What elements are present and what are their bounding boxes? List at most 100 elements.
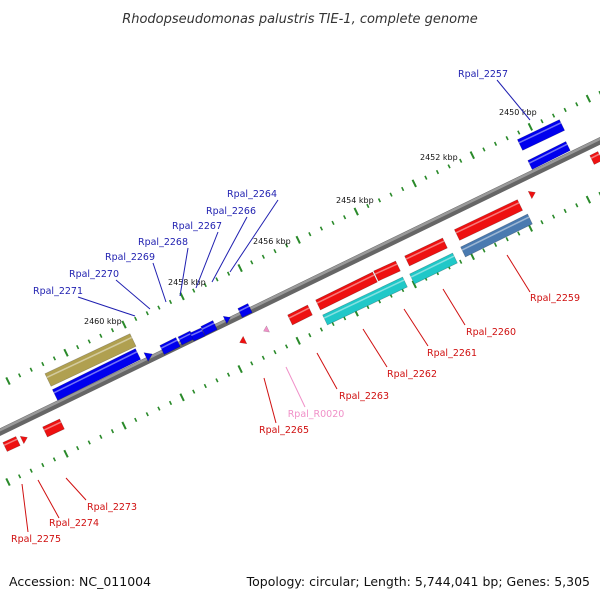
leader-line	[115, 279, 151, 310]
reverse-gene-label[interactable]: Rpal_2275	[11, 534, 61, 545]
upper-scale-tick	[331, 220, 335, 226]
gene-feature-rpal-2261b	[404, 237, 448, 267]
upper-scale-tick	[585, 94, 592, 103]
reverse-gene-label[interactable]: Rpal_2260	[466, 327, 516, 338]
lower-scale-tick	[192, 389, 196, 394]
upper-scale-tick	[447, 164, 451, 169]
lower-scale-tick	[99, 434, 103, 439]
upper-scale-tick	[540, 119, 544, 124]
upper-scale-tick	[215, 277, 219, 282]
upper-scale-tick	[99, 333, 103, 338]
gene-feature-rpal-2262	[322, 276, 408, 326]
lower-scale-tick	[215, 378, 219, 383]
lower-scale-tick	[517, 231, 521, 236]
upper-scale-tick	[273, 248, 277, 254]
upper-scale-tick	[527, 122, 534, 131]
lower-scale-tick	[540, 220, 544, 225]
lower-scale-tick	[145, 412, 149, 417]
upper-scale-tick	[493, 141, 498, 146]
upper-scale-tick	[52, 356, 57, 361]
leader-line	[229, 199, 279, 273]
gene-feature-rpal-2271	[51, 348, 142, 401]
upper-scale-tick	[18, 373, 22, 378]
upper-scale-tick	[411, 179, 417, 188]
forward-gene-label[interactable]: Rpal_2270	[69, 269, 119, 280]
leader-line	[263, 377, 277, 424]
gene-feature-rpal-2257	[516, 119, 566, 151]
lower-scale-tick	[157, 406, 161, 411]
leader-line	[179, 247, 189, 297]
lower-scale-tick	[284, 344, 289, 349]
gene-feature-rpal-2267	[189, 327, 206, 342]
lower-scale-tick	[331, 321, 335, 327]
leader-line	[496, 79, 531, 121]
leader-line	[77, 296, 136, 317]
topology-text: Topology: circular; Length: 5,744,041 bp…	[246, 574, 590, 589]
gene-arrow-rpal-2274	[19, 435, 28, 445]
kbp-label: 2458 kbp	[168, 278, 206, 287]
lower-scale-tick	[308, 333, 312, 338]
forward-gene-label[interactable]: Rpal_2267	[172, 221, 222, 232]
upper-scale-tick	[343, 215, 347, 220]
lower-scale-tick	[411, 280, 417, 289]
leader-line	[506, 254, 531, 293]
upper-scale-tick	[179, 292, 185, 301]
lower-scale-tick	[87, 440, 91, 445]
forward-gene-label[interactable]: Rpal_2268	[138, 237, 188, 248]
forward-gene-label[interactable]: Rpal_2271	[33, 286, 83, 297]
lower-scale-tick	[203, 383, 207, 389]
upper-scale-tick	[284, 243, 289, 248]
leader-line	[211, 216, 248, 283]
rna-gene-label[interactable]: Rpal_R0020	[288, 409, 345, 420]
leader-line	[152, 262, 167, 303]
upper-scale-tick	[203, 282, 207, 288]
upper-scale-tick	[366, 203, 370, 209]
upper-scale-tick	[168, 299, 173, 305]
forward-gene-label[interactable]: Rpal_2269	[105, 252, 155, 263]
upper-scale-tick	[598, 90, 600, 95]
lower-scale-tick	[575, 203, 579, 208]
gene-feature-rpal-2273	[42, 418, 65, 438]
lower-scale-tick	[52, 457, 57, 462]
lower-scale-tick	[5, 477, 11, 487]
lower-scale-tick	[134, 417, 138, 423]
gene-feature-rpal-2266	[200, 320, 218, 336]
reverse-gene-label[interactable]: Rpal_2259	[530, 293, 580, 304]
scale-labels: 2450 kbp 2452 kbp 2454 kbp 2456 kbp 2458 kbp…	[84, 108, 537, 326]
upper-scale-tick	[261, 254, 265, 259]
lower-scale-tick	[63, 449, 69, 458]
lower-scale-tick	[41, 462, 45, 468]
lower-scale-tick	[459, 259, 463, 264]
forward-gene-label[interactable]: Rpal_2257	[458, 69, 508, 80]
gene-feature-rpal-2260	[460, 213, 533, 258]
leader-line	[21, 483, 29, 533]
reverse-gene-label[interactable]: Rpal_2261	[427, 348, 477, 359]
kbp-label: 2450 kbp	[499, 108, 537, 117]
forward-gene-label[interactable]: Rpal_2264	[227, 189, 277, 200]
lower-scale-tick	[226, 372, 231, 377]
lower-scale-tick	[250, 361, 254, 366]
lower-scale-tick	[179, 393, 185, 402]
reverse-gene-label[interactable]: Rpal_2273	[87, 502, 137, 513]
upper-scale-tick	[377, 198, 382, 203]
lower-scale-tick	[273, 349, 277, 355]
upper-scale-tick	[435, 169, 440, 175]
lower-scale-tick	[237, 365, 243, 374]
gene-features	[2, 119, 600, 452]
upper-scale-tick	[401, 186, 405, 192]
lower-scale-tick	[121, 421, 127, 430]
reverse-gene-label[interactable]: Rpal_2265	[259, 425, 309, 436]
forward-gene-label[interactable]: Rpal_2266	[206, 206, 256, 217]
reverse-gene-label[interactable]: Rpal_2263	[339, 391, 389, 402]
leader-line	[362, 328, 388, 368]
reverse-gene-label[interactable]: Rpal_2262	[387, 369, 437, 380]
upper-scale-tick	[459, 158, 463, 163]
label-leaders	[21, 79, 531, 533]
upper-scale-tick	[63, 348, 69, 357]
gene-arrow-rpal-2259	[527, 190, 536, 200]
upper-scale-tick	[250, 260, 254, 265]
upper-scale-tick	[563, 107, 567, 113]
reverse-gene-label[interactable]: Rpal_2274	[49, 518, 99, 529]
kbp-label: 2454 kbp	[336, 196, 374, 205]
gene-arrow-rpal-2270	[143, 352, 153, 362]
